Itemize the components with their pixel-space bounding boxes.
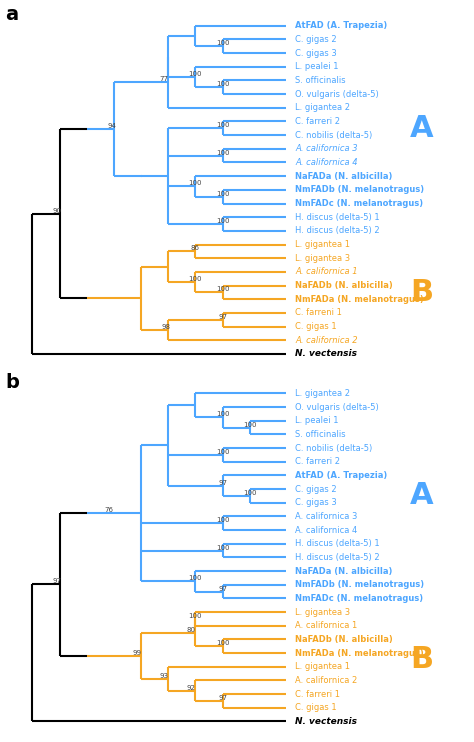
Text: N. vectensis: N. vectensis: [295, 349, 357, 358]
Text: 100: 100: [216, 191, 229, 197]
Text: C. nobilis (delta-5): C. nobilis (delta-5): [295, 444, 372, 453]
Text: A. californica 2: A. californica 2: [295, 676, 357, 685]
Text: 100: 100: [189, 71, 202, 77]
Text: 100: 100: [216, 218, 229, 224]
Text: 97: 97: [218, 479, 227, 485]
Text: 97: 97: [218, 314, 227, 320]
Text: 100: 100: [216, 150, 229, 156]
Text: C. farreri 2: C. farreri 2: [295, 457, 340, 466]
Text: L. gigantea 2: L. gigantea 2: [295, 389, 350, 398]
Text: NmFADb (N. melanotragus): NmFADb (N. melanotragus): [295, 186, 424, 194]
Text: L. gigantea 1: L. gigantea 1: [295, 240, 350, 249]
Text: 100: 100: [189, 180, 202, 186]
Text: A. californica 1: A. californica 1: [295, 267, 357, 276]
Text: C. gigas 1: C. gigas 1: [295, 703, 337, 712]
Text: H. discus (delta-5) 2: H. discus (delta-5) 2: [295, 553, 380, 562]
Text: C. gigas 1: C. gigas 1: [295, 322, 337, 331]
Text: 97: 97: [218, 695, 227, 701]
Text: C. gigas 3: C. gigas 3: [295, 498, 337, 508]
Text: 98: 98: [162, 324, 171, 330]
Text: 97: 97: [53, 579, 62, 585]
Text: NaFADb (N. albicilla): NaFADb (N. albicilla): [295, 635, 393, 644]
Text: L. gigantea 2: L. gigantea 2: [295, 103, 350, 112]
Text: C. gigas 2: C. gigas 2: [295, 485, 337, 493]
Text: H. discus (delta-5) 1: H. discus (delta-5) 1: [295, 213, 380, 222]
Text: 100: 100: [216, 449, 229, 455]
Text: 100: 100: [216, 122, 229, 128]
Text: b: b: [5, 372, 19, 392]
Text: A: A: [410, 114, 434, 142]
Text: H. discus (delta-5) 2: H. discus (delta-5) 2: [295, 226, 380, 235]
Text: AtFAD (A. Trapezia): AtFAD (A. Trapezia): [295, 22, 387, 30]
Text: B: B: [410, 278, 433, 307]
Text: 100: 100: [216, 411, 229, 417]
Text: NmFADc (N. melanotragus): NmFADc (N. melanotragus): [295, 594, 423, 603]
Text: 99: 99: [132, 649, 141, 656]
Text: C. nobilis (delta-5): C. nobilis (delta-5): [295, 131, 372, 139]
Text: 100: 100: [216, 517, 229, 523]
Text: L. gigantea 3: L. gigantea 3: [295, 254, 350, 263]
Text: L. pealei 1: L. pealei 1: [295, 416, 338, 425]
Text: S. officinalis: S. officinalis: [295, 76, 346, 85]
Text: 100: 100: [189, 575, 202, 581]
Text: N. vectensis: N. vectensis: [295, 717, 357, 726]
Text: A. californica 3: A. californica 3: [295, 145, 357, 154]
Text: L. gigantea 3: L. gigantea 3: [295, 608, 350, 617]
Text: 90: 90: [53, 208, 62, 214]
Text: A. californica 4: A. californica 4: [295, 158, 357, 167]
Text: 100: 100: [216, 286, 229, 292]
Text: 100: 100: [216, 82, 229, 88]
Text: L. gigantea 1: L. gigantea 1: [295, 662, 350, 672]
Text: 86: 86: [191, 246, 200, 252]
Text: L. pealei 1: L. pealei 1: [295, 62, 338, 71]
Text: 100: 100: [189, 276, 202, 282]
Text: NaFADb (N. albicilla): NaFADb (N. albicilla): [295, 281, 393, 290]
Text: 100: 100: [243, 421, 256, 427]
Text: C. gigas 3: C. gigas 3: [295, 49, 337, 58]
Text: NmFADa (N. melanotragus): NmFADa (N. melanotragus): [295, 649, 424, 657]
Text: NmFADb (N. melanotragus): NmFADb (N. melanotragus): [295, 580, 424, 589]
Text: A. californica 2: A. californica 2: [295, 335, 357, 345]
Text: AtFAD (A. Trapezia): AtFAD (A. Trapezia): [295, 471, 387, 480]
Text: B: B: [410, 646, 433, 674]
Text: A. californica 3: A. californica 3: [295, 512, 357, 521]
Text: S. officinalis: S. officinalis: [295, 430, 346, 439]
Text: a: a: [5, 5, 18, 24]
Text: 76: 76: [105, 508, 114, 513]
Text: NmFADa (N. melanotragus): NmFADa (N. melanotragus): [295, 295, 424, 303]
Text: O. vulgaris (delta-5): O. vulgaris (delta-5): [295, 402, 379, 412]
Text: 92: 92: [186, 685, 195, 691]
Text: H. discus (delta-5) 1: H. discus (delta-5) 1: [295, 539, 380, 548]
Text: O. vulgaris (delta-5): O. vulgaris (delta-5): [295, 90, 379, 99]
Text: C. gigas 2: C. gigas 2: [295, 35, 337, 44]
Text: A. californica 1: A. californica 1: [295, 621, 357, 630]
Text: A. californica 4: A. californica 4: [295, 525, 357, 534]
Text: C. farreri 2: C. farreri 2: [295, 117, 340, 126]
Text: A: A: [410, 482, 434, 510]
Text: 100: 100: [216, 545, 229, 551]
Text: C. farreri 1: C. farreri 1: [295, 689, 340, 698]
Text: NaFADa (N. albicilla): NaFADa (N. albicilla): [295, 171, 392, 180]
Text: 93: 93: [159, 673, 168, 679]
Text: 100: 100: [216, 640, 229, 646]
Text: 100: 100: [216, 40, 229, 46]
Text: 100: 100: [189, 613, 202, 619]
Text: NaFADa (N. albicilla): NaFADa (N. albicilla): [295, 567, 392, 576]
Text: 77: 77: [159, 76, 168, 82]
Text: 94: 94: [107, 123, 116, 129]
Text: NmFADc (N. melanotragus): NmFADc (N. melanotragus): [295, 199, 423, 208]
Text: C. farreni 1: C. farreni 1: [295, 309, 342, 318]
Text: 100: 100: [243, 490, 256, 496]
Text: 80: 80: [186, 626, 195, 632]
Text: 97: 97: [218, 585, 227, 591]
